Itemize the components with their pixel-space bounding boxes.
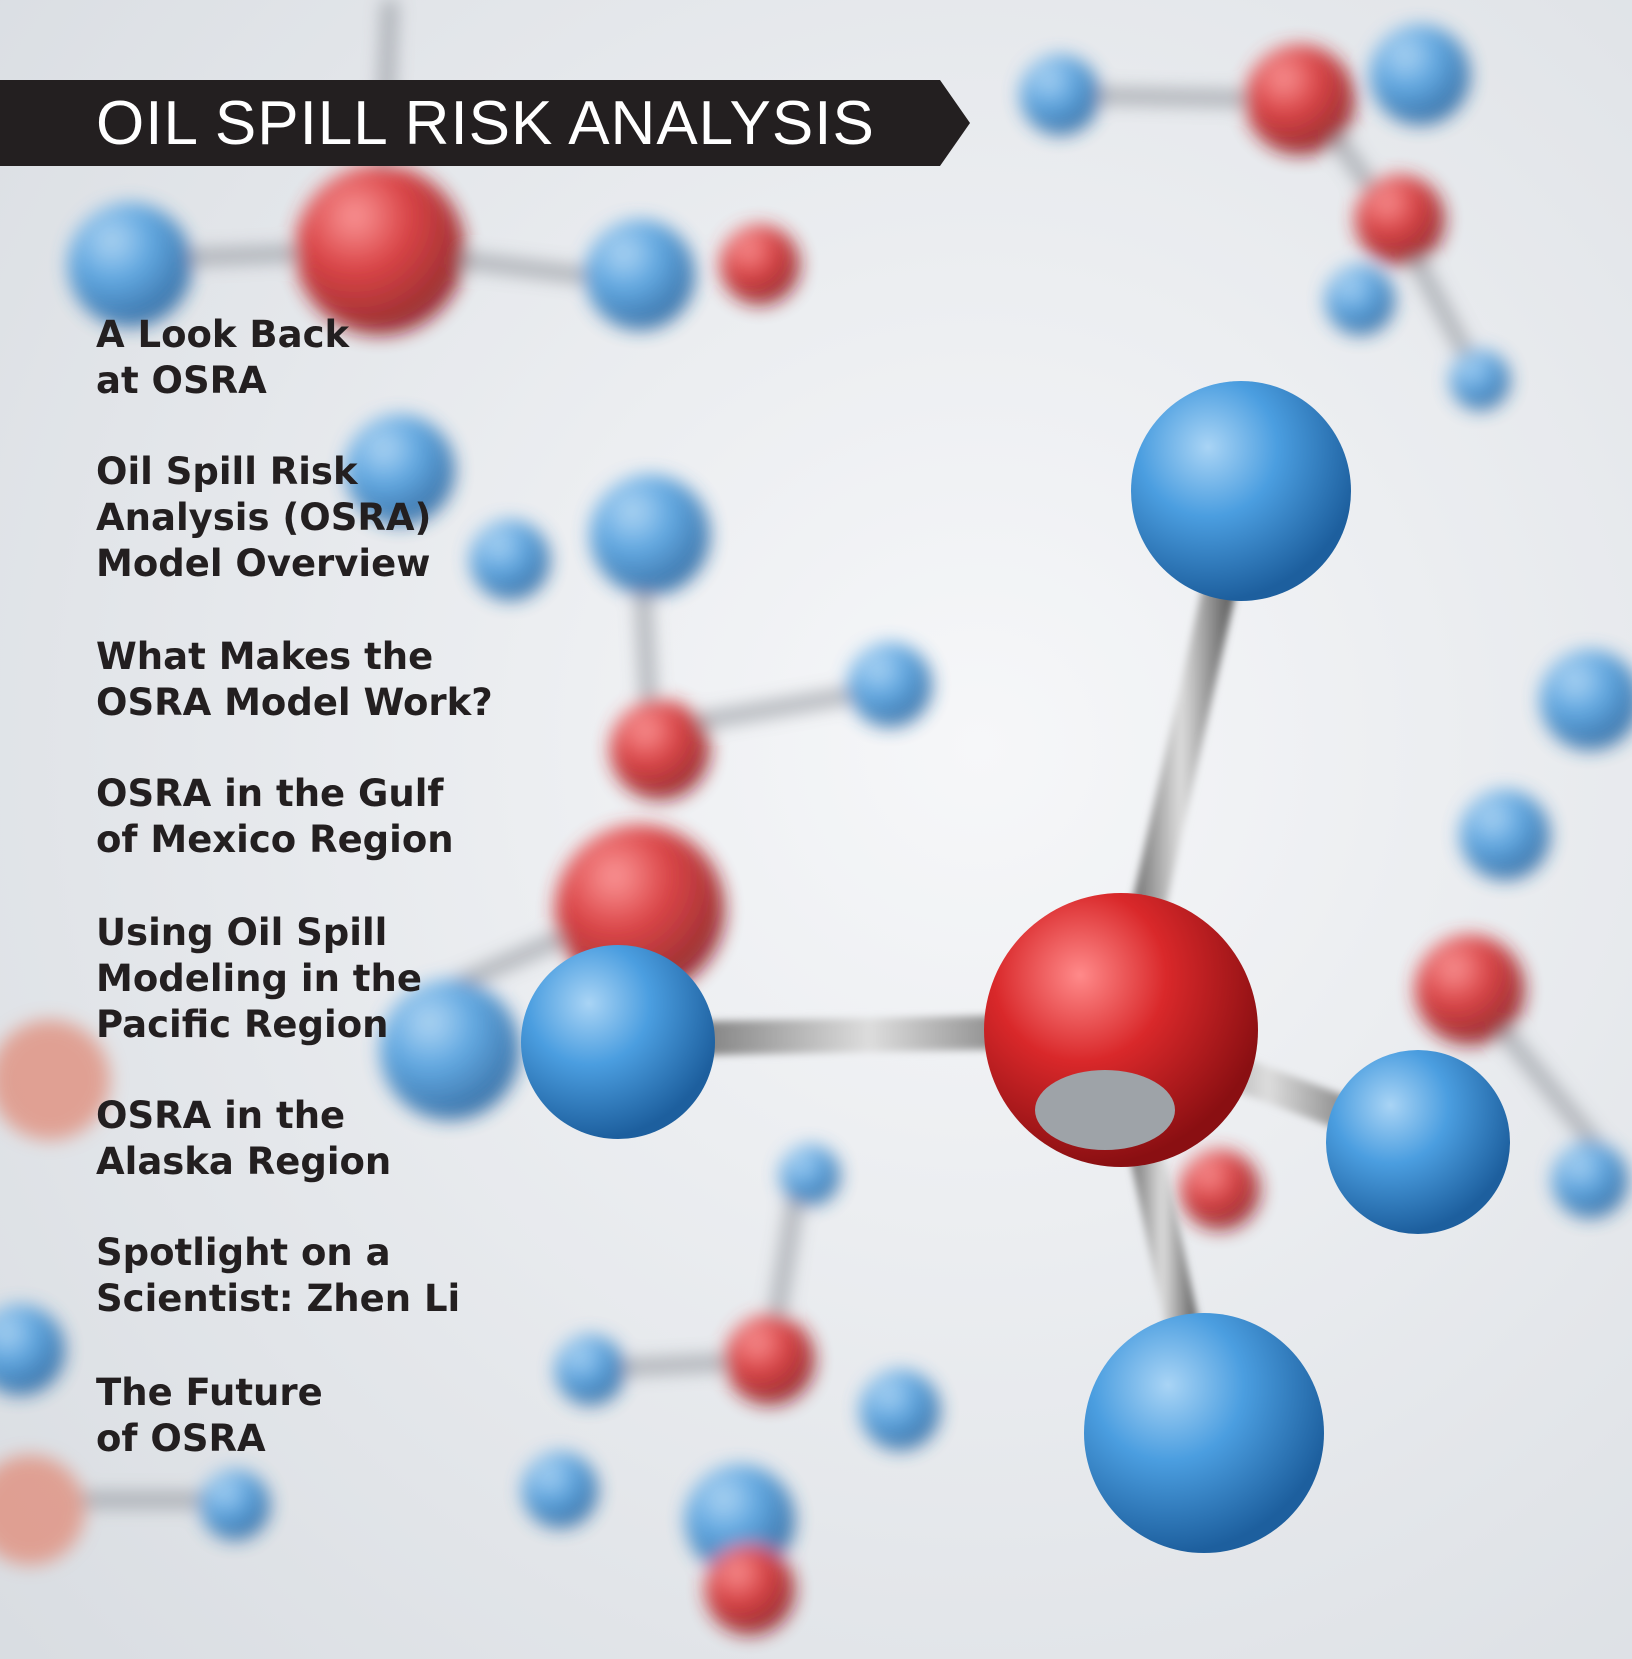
toc-item-line: Spotlight on a [96, 1230, 460, 1276]
toc-item-line: A Look Back [96, 312, 349, 358]
toc-item-line: Pacific Region [96, 1002, 422, 1048]
page: OIL SPILL RISK ANALYSIS A Look Backat OS… [0, 0, 1632, 1659]
toc-item-line: OSRA in the [96, 1093, 391, 1139]
toc-item-line: Alaska Region [96, 1139, 391, 1185]
toc-item-line: Using Oil Spill [96, 910, 422, 956]
toc-item-line: What Makes the [96, 634, 493, 680]
toc-item-line: Scientist: Zhen Li [96, 1276, 460, 1322]
toc-item-line: at OSRA [96, 358, 349, 404]
toc-item-line: of Mexico Region [96, 817, 454, 863]
toc-item-line: The Future [96, 1370, 323, 1416]
toc-item-line: Oil Spill Risk [96, 449, 431, 495]
toc-item-line: OSRA Model Work? [96, 680, 493, 726]
toc-item-line: OSRA in the Gulf [96, 771, 454, 817]
toc-item-line: of OSRA [96, 1416, 323, 1462]
toc-item-line: Modeling in the [96, 956, 422, 1002]
toc-item-line: Model Overview [96, 541, 431, 587]
toc-item-line: Analysis (OSRA) [96, 495, 431, 541]
